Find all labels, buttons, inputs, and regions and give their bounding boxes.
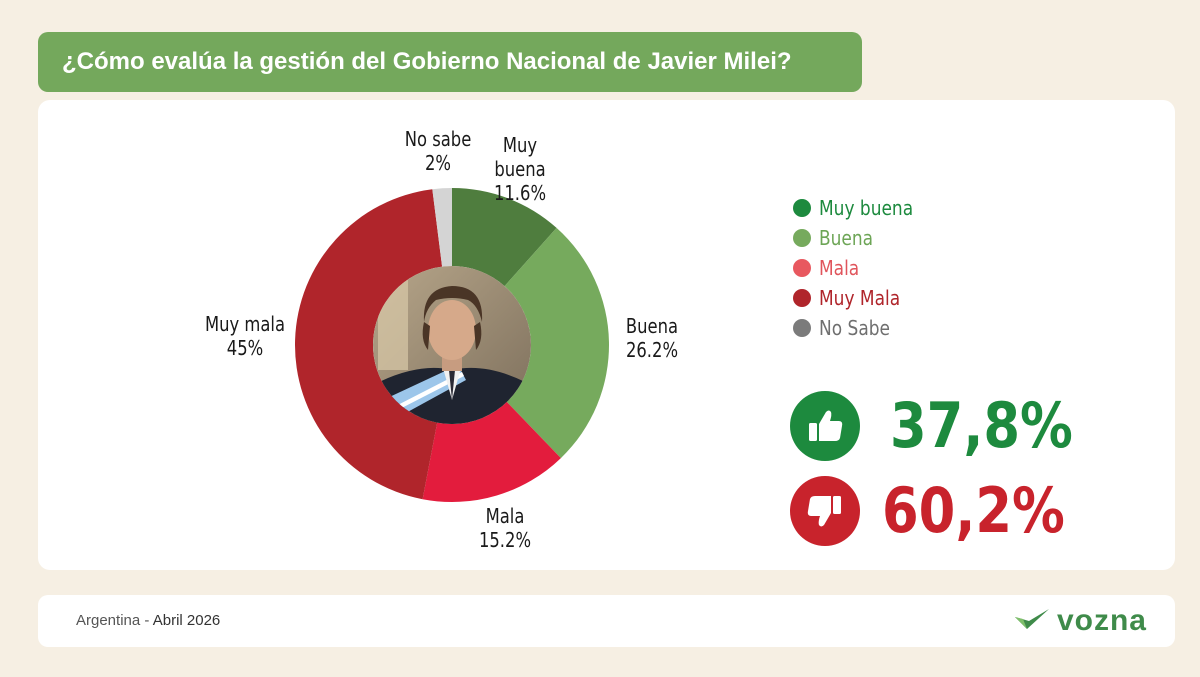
slice-no-sabe xyxy=(432,188,452,267)
slice-label-value: 11.6% xyxy=(493,181,547,205)
donut-slices xyxy=(295,188,609,502)
slice-muy-buena xyxy=(452,188,557,287)
legend-label: No Sabe xyxy=(819,316,890,340)
legend-label: Buena xyxy=(819,226,874,250)
legend-label: Muy buena xyxy=(819,196,914,220)
donut-chart xyxy=(295,188,609,502)
slice-label-value: 26.2% xyxy=(625,338,679,362)
vozna-logo-icon xyxy=(1014,609,1049,629)
legend-dot xyxy=(793,199,811,217)
legend-item-buena: Buena xyxy=(793,223,930,253)
brand-name: vozna xyxy=(1056,604,1147,637)
slice-label-value: 15.2% xyxy=(478,528,532,552)
thumbs-up-icon xyxy=(790,390,860,461)
negative-value: 60,2% xyxy=(882,474,1065,547)
brand-logo: vozna xyxy=(1013,595,1147,647)
legend-item-muy-mala: Muy Mala xyxy=(793,283,930,313)
slice-label-mala: Mala 15.2% xyxy=(464,504,546,552)
slice-label-muy-mala: Muy mala 45% xyxy=(200,312,290,360)
legend-item-mala: Mala xyxy=(793,253,930,283)
slice-buena xyxy=(504,227,609,459)
page-title: ¿Cómo evalúa la gestión del Gobierno Nac… xyxy=(62,48,792,75)
slice-label-name: No sabe xyxy=(404,127,472,151)
title-bar: ¿Cómo evalúa la gestión del Gobierno Nac… xyxy=(38,32,862,92)
slice-label-value: 45% xyxy=(226,336,264,360)
chart-legend: Muy buena Buena Mala Muy Mala No Sabe xyxy=(793,193,930,343)
thumbs-down-icon xyxy=(790,475,860,546)
slice-label-muy-buena: Muy buena 11.6% xyxy=(475,133,565,205)
slice-label-name: Muy mala xyxy=(204,312,286,336)
president-photo xyxy=(373,266,531,424)
slice-label-name: Mala xyxy=(485,504,525,528)
legend-dot xyxy=(793,289,811,307)
legend-item-no-sabe: No Sabe xyxy=(793,313,930,343)
slice-label-name: Buena xyxy=(625,314,679,338)
footer-date: Abril 2026 xyxy=(152,612,221,629)
footer-separator: - xyxy=(140,612,153,629)
slice-label-value: 2% xyxy=(424,151,452,175)
footer-country: Argentina xyxy=(76,612,141,629)
positive-value: 37,8% xyxy=(890,389,1073,462)
slice-label-name: Muy buena xyxy=(494,133,546,181)
slice-muy-mala xyxy=(295,189,443,500)
legend-dot xyxy=(793,259,811,277)
positive-summary: 37,8% xyxy=(790,389,1105,462)
slice-label-no-sabe: No sabe 2% xyxy=(401,127,475,175)
legend-label: Mala xyxy=(819,256,860,280)
legend-item-muy-buena: Muy buena xyxy=(793,193,930,223)
slice-mala xyxy=(422,401,561,502)
chart-card: No sabe 2% Muy buena 11.6% Buena 26.2% M… xyxy=(38,100,1175,570)
legend-label: Muy Mala xyxy=(819,286,901,310)
slice-label-buena: Buena 26.2% xyxy=(611,314,693,362)
footer-caption: Argentina - Abril 2026 xyxy=(76,595,220,647)
legend-dot xyxy=(793,319,811,337)
legend-dot xyxy=(793,229,811,247)
footer: Argentina - Abril 2026 vozna xyxy=(38,595,1175,647)
negative-summary: 60,2% xyxy=(790,474,1097,547)
